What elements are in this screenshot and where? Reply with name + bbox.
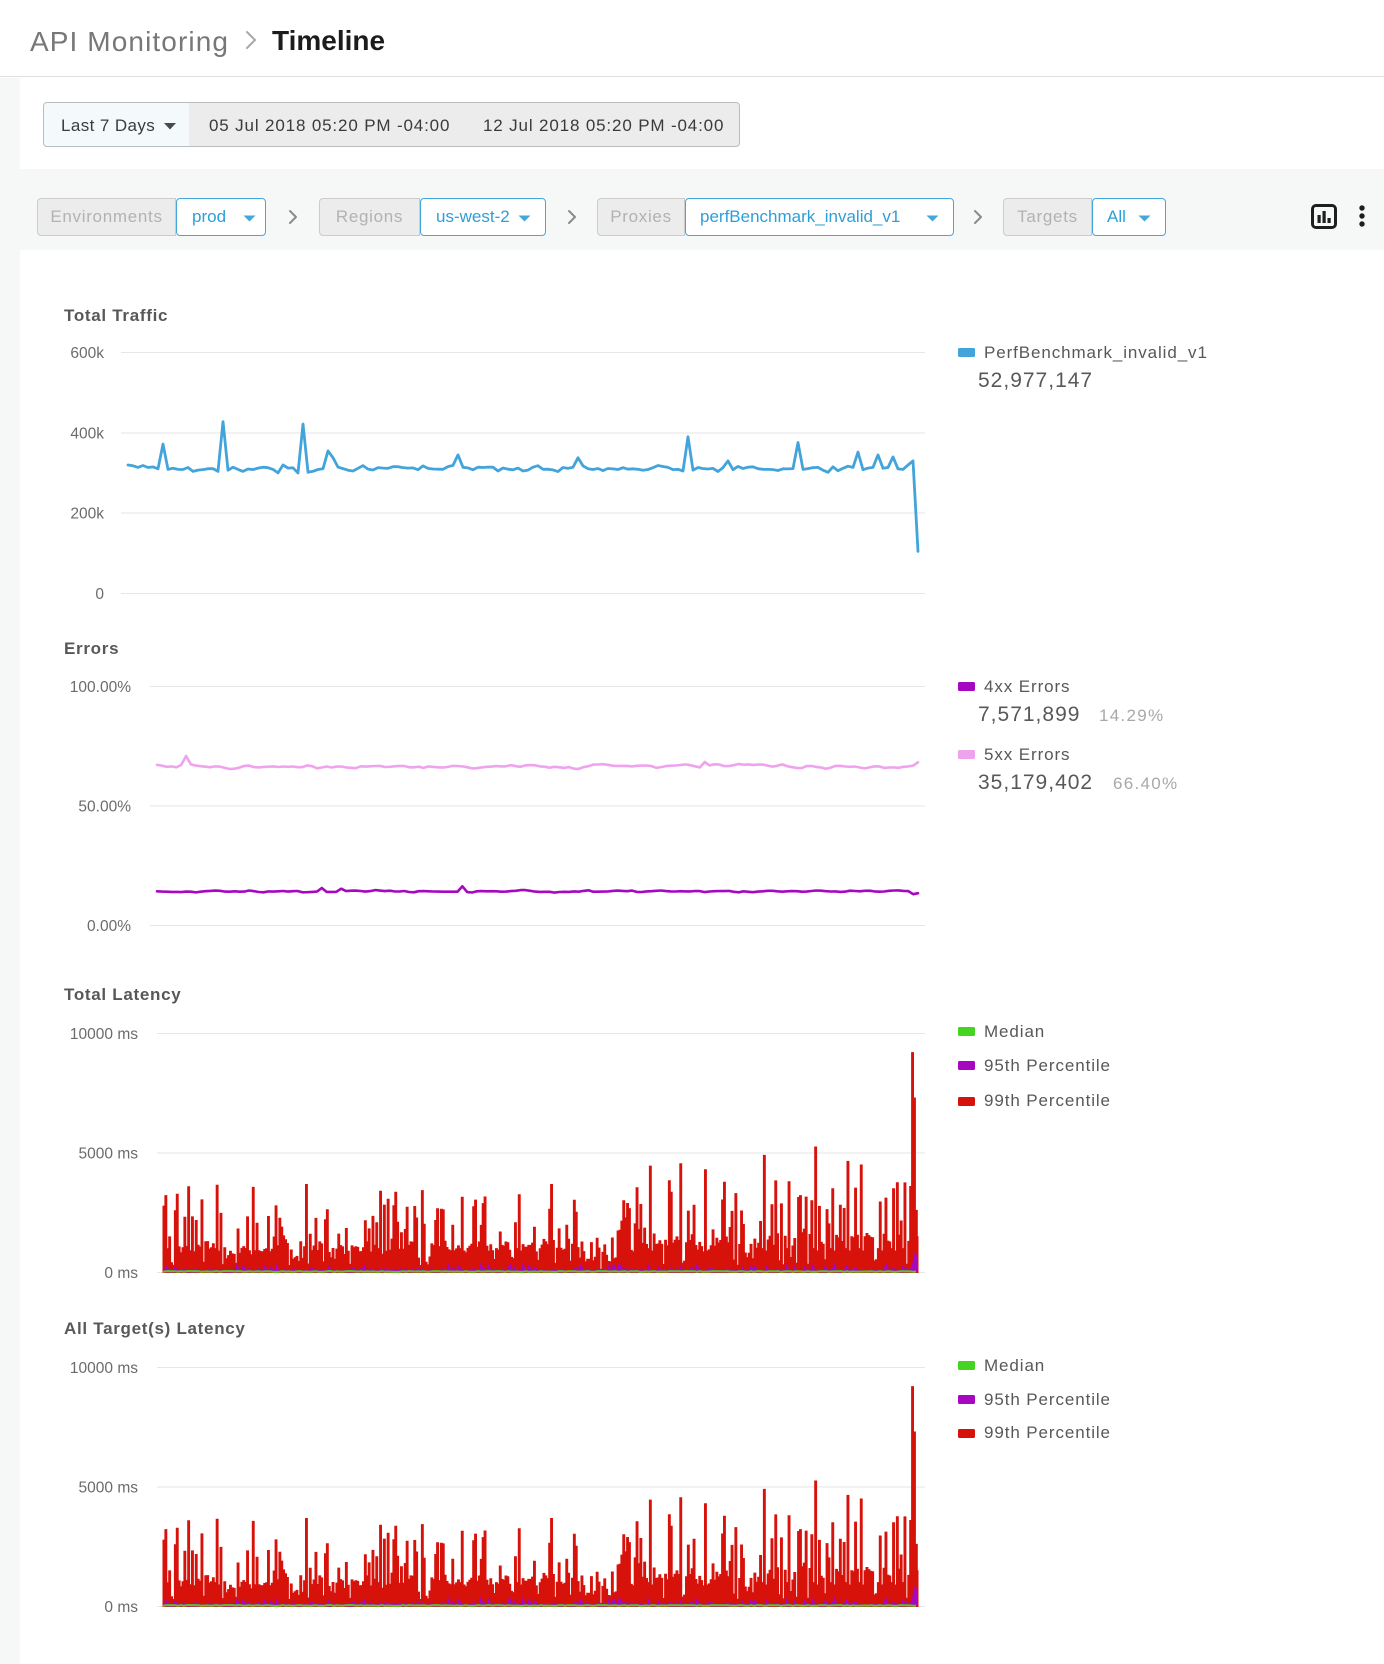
svg-text:600k: 600k: [70, 345, 104, 362]
svg-text:200k: 200k: [70, 506, 104, 523]
svg-text:0 ms: 0 ms: [104, 1599, 138, 1616]
svg-text:10000 ms: 10000 ms: [70, 1360, 138, 1377]
svg-text:400k: 400k: [70, 426, 104, 443]
svg-text:5000 ms: 5000 ms: [79, 1480, 139, 1497]
svg-text:0.00%: 0.00%: [87, 918, 131, 935]
svg-text:0 ms: 0 ms: [104, 1265, 138, 1282]
svg-text:0: 0: [95, 586, 104, 603]
svg-text:100.00%: 100.00%: [70, 679, 131, 696]
svg-text:50.00%: 50.00%: [78, 799, 131, 816]
svg-text:10000 ms: 10000 ms: [70, 1026, 138, 1043]
svg-text:5000 ms: 5000 ms: [79, 1146, 139, 1163]
